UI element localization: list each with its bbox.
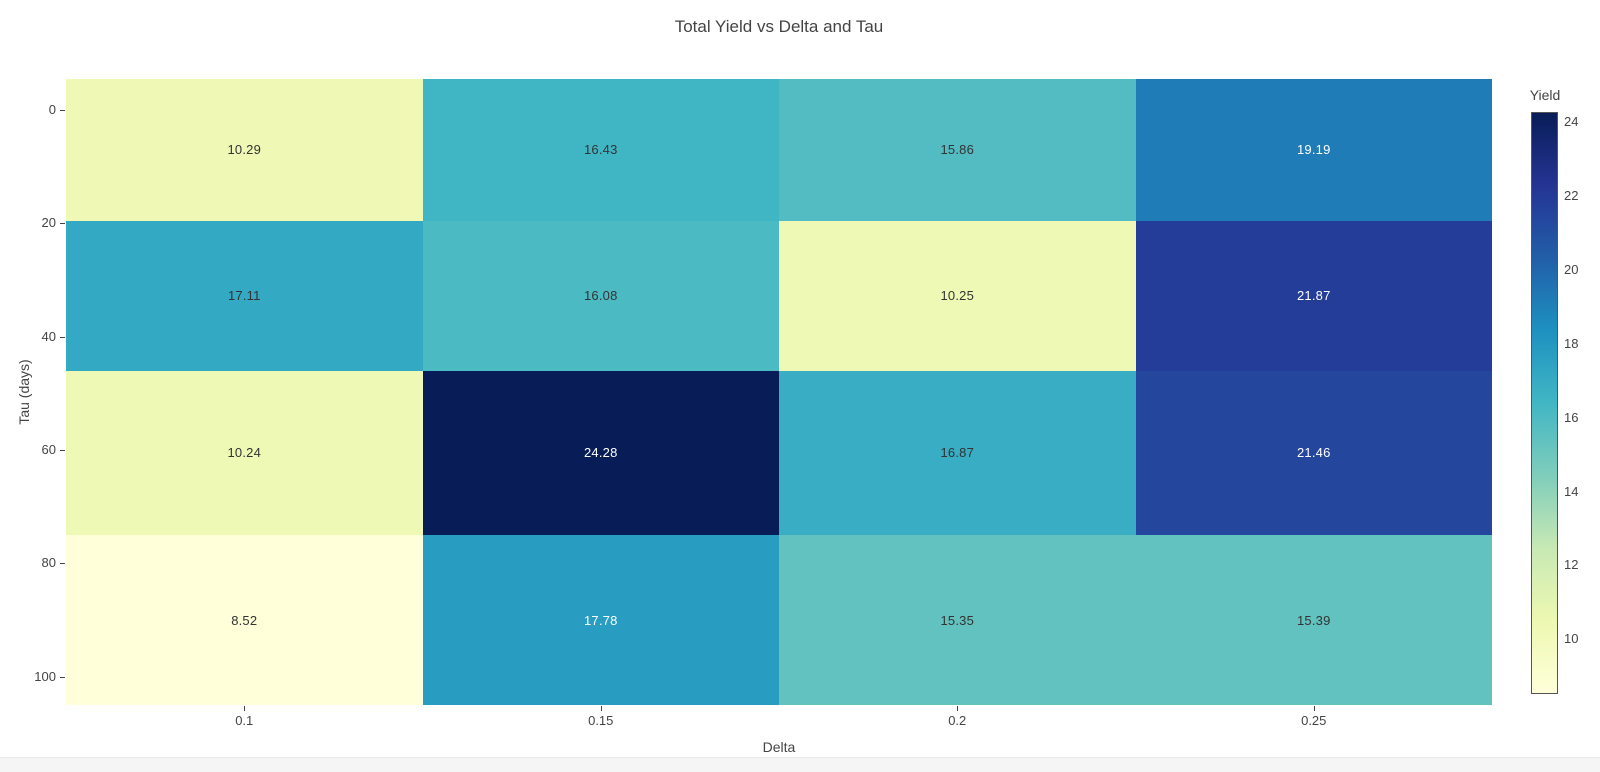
heatmap-cell-value: 16.87 [940, 445, 975, 461]
colorbar-title: Yield [1529, 87, 1561, 103]
heatmap-cell-value: 17.78 [583, 612, 618, 628]
x-tick-mark [1313, 706, 1315, 711]
heatmap-cell[interactable]: 8.52 [66, 535, 423, 705]
colorbar-tick-label: 10 [1564, 631, 1579, 647]
heatmap-cell[interactable]: 17.11 [66, 220, 423, 371]
colorbar-tick-label: 20 [1564, 262, 1579, 278]
x-tick-label: 0.25 [1301, 713, 1327, 728]
heatmap-cell[interactable]: 15.39 [1135, 535, 1492, 705]
heatmap-cell-value: 10.24 [227, 445, 262, 461]
y-tick-label: 0 [48, 102, 56, 118]
x-tick-label: 0.1 [235, 713, 254, 728]
x-tick-label: 0.2 [948, 713, 967, 728]
heatmap-cell-value: 21.46 [1296, 445, 1331, 461]
heatmap-cell-value: 10.25 [940, 288, 975, 304]
x-tick-mark [957, 706, 959, 711]
colorbar-tick-label: 24 [1564, 114, 1579, 130]
heatmap-cell-value: 24.28 [583, 445, 618, 461]
heatmap-cell-value: 15.39 [1296, 612, 1331, 628]
heatmap-cell[interactable]: 21.87 [1135, 220, 1492, 371]
y-tick-label: 80 [41, 555, 56, 571]
heatmap-cell[interactable]: 16.08 [422, 220, 779, 371]
heatmap-cell-value: 10.29 [227, 142, 262, 158]
y-tick-label: 60 [41, 442, 56, 458]
heatmap-cell-value: 16.08 [583, 288, 618, 304]
y-tick-mark [60, 110, 65, 112]
x-axis-title: Delta [762, 739, 796, 755]
heatmap-cell[interactable]: 16.43 [422, 79, 779, 221]
y-tick-label: 40 [41, 328, 56, 344]
y-tick-mark [60, 676, 65, 678]
chart-title: Total Yield vs Delta and Tau [674, 17, 884, 36]
heatmap-cell-value: 8.52 [231, 612, 258, 628]
x-tick-label: 0.15 [588, 713, 614, 728]
heatmap-cell-value: 15.86 [940, 142, 975, 158]
heatmap-cell[interactable]: 15.35 [779, 535, 1136, 705]
y-tick-label: 100 [34, 668, 56, 684]
colorbar-tick-label: 16 [1564, 409, 1579, 425]
y-tick-mark [60, 223, 65, 225]
window-bottom-bar [0, 757, 1600, 772]
heatmap-cell[interactable]: 10.25 [779, 220, 1136, 371]
heatmap-cell[interactable]: 21.46 [1135, 370, 1492, 536]
x-tick-mark [244, 706, 246, 711]
heatmap-cell[interactable]: 17.78 [422, 535, 779, 705]
heatmap-cell[interactable]: 15.86 [779, 79, 1136, 221]
colorbar-tick-label: 14 [1564, 483, 1579, 499]
heatmap-cell-value: 19.19 [1296, 142, 1331, 158]
colorbar [1531, 112, 1558, 694]
heatmap-cell[interactable]: 16.87 [779, 370, 1136, 536]
colorbar-tick-label: 12 [1564, 557, 1579, 573]
heatmap-cell[interactable]: 10.24 [66, 370, 423, 536]
heatmap-cell[interactable]: 10.29 [66, 79, 423, 221]
heatmap-cell[interactable]: 24.28 [422, 370, 779, 536]
heatmap-cell-value: 15.35 [940, 612, 975, 628]
heatmap-cell[interactable]: 19.19 [1135, 79, 1492, 221]
heatmap-cell-value: 17.11 [227, 288, 261, 304]
x-tick-mark [600, 706, 602, 711]
y-tick-mark [60, 563, 65, 565]
heatmap-cell-value: 21.87 [1296, 288, 1331, 304]
colorbar-tick-label: 18 [1564, 335, 1579, 351]
y-tick-mark [60, 336, 65, 338]
heatmap-cell-value: 16.43 [583, 142, 618, 158]
y-tick-label: 20 [41, 215, 56, 231]
y-tick-mark [60, 450, 65, 452]
y-axis-title: Tau (days) [16, 359, 32, 425]
colorbar-tick-label: 22 [1564, 188, 1579, 204]
